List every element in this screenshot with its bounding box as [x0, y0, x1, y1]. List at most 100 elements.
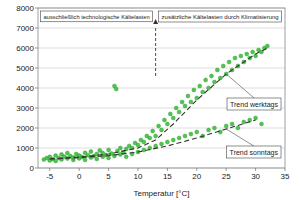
scatter-point	[148, 136, 152, 140]
y-tick-label: 4000	[16, 84, 34, 93]
annotation-text: zusätzliche Kältelasten durch Klimatisie…	[162, 14, 279, 20]
y-tick	[35, 148, 38, 149]
threshold-arrow	[153, 19, 158, 24]
scatter-point	[207, 128, 211, 132]
x-tick-label: 35	[281, 172, 290, 181]
scatter-point	[245, 52, 249, 56]
annotation: ausschließlich technologische Kältelaste…	[40, 11, 152, 22]
x-tick-label: 30	[251, 172, 260, 181]
scatter-point	[124, 155, 128, 159]
scatter-point	[183, 134, 187, 138]
y-tick-label: 2000	[16, 124, 34, 133]
scatter-point	[254, 116, 258, 120]
y-tick-label: 3000	[16, 104, 34, 113]
y-tick	[35, 48, 38, 49]
scatter-point	[218, 130, 222, 134]
x-tick-label: 5	[106, 172, 111, 181]
x-tick	[255, 168, 256, 171]
scatter-point	[95, 157, 99, 161]
scatter-point	[118, 146, 122, 150]
scatter-point	[207, 86, 211, 90]
x-tick-label: 0	[77, 172, 82, 181]
scatter-point	[171, 116, 175, 120]
scatter-point	[157, 124, 161, 128]
scatter-point	[189, 100, 193, 104]
scatter-point	[233, 56, 237, 60]
scatter-point	[195, 130, 199, 134]
scatter-point	[54, 159, 58, 163]
scatter-point	[154, 144, 158, 148]
scatter-point	[215, 68, 219, 72]
grid-line	[38, 48, 285, 49]
scatter-point	[201, 90, 205, 94]
x-tick	[108, 168, 109, 171]
background	[0, 0, 300, 200]
scatter-point	[89, 150, 93, 154]
annotation-box	[159, 11, 282, 22]
scatter-point	[224, 124, 228, 128]
scatter-point	[212, 80, 216, 84]
scatter-point	[209, 74, 213, 78]
y-tick	[35, 128, 38, 129]
scatter-point	[251, 50, 255, 54]
scatter-point	[186, 94, 190, 98]
scatter-point	[154, 134, 158, 138]
grid-line	[38, 88, 285, 89]
x-tick-label: 15	[163, 172, 172, 181]
y-tick	[35, 8, 38, 9]
callout-leader	[226, 129, 254, 146]
scatter-point	[160, 142, 164, 146]
scatter-point	[183, 104, 187, 108]
x-tick	[167, 168, 168, 171]
scatter-point	[212, 126, 216, 130]
y-tick-label: 0	[30, 164, 35, 173]
scatter-point	[198, 84, 202, 88]
x-tick	[226, 168, 227, 171]
scatter-point	[136, 143, 140, 147]
scatter-point	[160, 128, 164, 132]
scatter-point	[165, 122, 169, 126]
y-tick	[35, 68, 38, 69]
scatter-point	[227, 60, 231, 64]
scatter-point	[65, 151, 69, 155]
scatter-point	[171, 138, 175, 142]
y-tick-label: 7000	[16, 24, 34, 33]
scatter-point	[242, 120, 246, 124]
x-tick-label: -5	[46, 172, 54, 181]
grid-line	[38, 68, 285, 69]
chart: 010002000300040005000600070008000-505101…	[0, 0, 300, 200]
scatter-point	[192, 88, 196, 92]
scatter-point	[142, 140, 146, 144]
y-tick	[35, 168, 38, 169]
x-tick	[137, 168, 138, 171]
annotation: Trend werktags	[227, 98, 281, 110]
x-axis-title: Temperatur [°C]	[133, 189, 189, 198]
x-tick	[49, 168, 50, 171]
scatter-point	[259, 122, 263, 126]
x-tick-label: 10	[134, 172, 143, 181]
x-tick	[79, 168, 80, 171]
annotation-box	[40, 11, 152, 22]
y-tick	[35, 108, 38, 109]
scatter-point	[239, 54, 243, 58]
plot-frame	[38, 8, 285, 168]
scatter-point	[83, 158, 87, 162]
annotation-text: ausschließlich technologische Kältelaste…	[43, 14, 149, 20]
scatter-point	[107, 156, 111, 160]
scatter-point	[180, 100, 184, 104]
y-tick-label: 8000	[16, 4, 34, 13]
x-tick	[285, 168, 286, 171]
scatter-point	[236, 126, 240, 130]
scatter-point	[204, 78, 208, 82]
grid-line	[38, 28, 285, 29]
y-tick	[35, 28, 38, 29]
annotation-box	[227, 146, 281, 158]
annotation: zusätzliche Kältelasten durch Klimatisie…	[159, 11, 282, 22]
trend-line	[50, 120, 256, 159]
annotation-text: Trend sonntags	[230, 149, 279, 157]
scatter-point	[165, 140, 169, 144]
scatter-point	[168, 112, 172, 116]
scatter-point	[104, 153, 108, 157]
scatter-point	[195, 96, 199, 100]
x-tick-label: 20	[192, 172, 201, 181]
